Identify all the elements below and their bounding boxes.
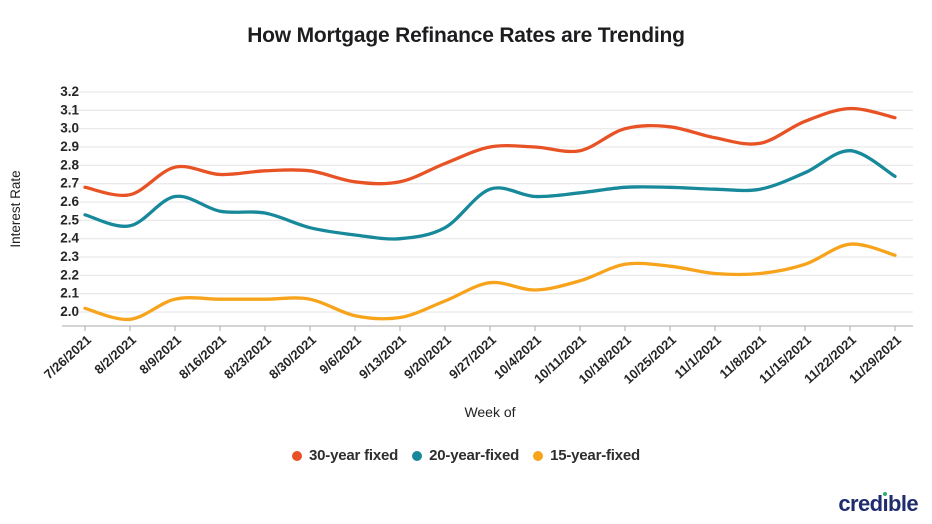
legend-label-30-year-fixed: 30-year fixed [308, 447, 399, 464]
y-tick-label: 2.8 [60, 157, 79, 172]
legend-label-15-year-fixed: 15-year-fixed [550, 447, 641, 464]
y-tick-label: 2.4 [60, 231, 79, 246]
legend-item-15-year-fixed: 15-year-fixed [533, 447, 640, 464]
y-gridlines [62, 91, 913, 313]
x-tick-label: 8/16/2021 [176, 332, 229, 382]
y-axis-title: Interest Rate [8, 170, 23, 247]
y-tick-label: 2.5 [60, 212, 79, 227]
y-tick-label: 3.1 [60, 102, 79, 117]
y-tick-label: 2.3 [60, 249, 79, 264]
y-tick-label: 2.9 [60, 139, 79, 154]
chart-legend: 30-year fixed 20-year-fixed 15-year-fixe… [0, 447, 932, 464]
logo-text-pre: cred [838, 491, 883, 516]
y-tick-label: 3.2 [60, 84, 79, 99]
y-tick-labels: 3.2 3.1 3.0 2.9 2.8 2.7 2.6 2.5 2.4 2.3 2.2 2.1 2.0 [60, 84, 79, 319]
logo-letter-i: ı [882, 491, 888, 516]
y-tick-label: 2.2 [60, 267, 79, 282]
credible-logo: cred ıble [838, 491, 918, 517]
x-axis-title: Week of [464, 404, 516, 420]
x-tick-label: 9/27/2021 [446, 332, 499, 382]
legend-label-20-year-fixed: 20-year-fixed [429, 447, 520, 464]
y-tick-label: 2.1 [60, 286, 79, 301]
series-lines [83, 106, 897, 322]
y-tick-label: 2.0 [60, 304, 79, 319]
rates-line-chart: 3.23.13.02.92.82.72.62.52.42.32.22.12.0 … [8, 84, 913, 387]
logo-text-post: ble [888, 491, 919, 516]
x-tick-label: 8/30/2021 [266, 332, 319, 382]
x-tick-label: 9/20/2021 [401, 332, 454, 382]
y-tick-label: 3.0 [60, 121, 79, 136]
series-line-20-year-fixed [83, 149, 897, 241]
legend-dot-30-year-fixed-icon [291, 450, 302, 461]
x-tick-label: 7/26/2021 [41, 332, 94, 382]
x-tick-label: 8/23/2021 [221, 332, 274, 382]
series-line-15-year-fixed [83, 242, 897, 322]
legend-dot-15-year-fixed-icon [533, 450, 544, 461]
x-axis [62, 325, 913, 331]
logo-i-dot-icon [883, 492, 888, 496]
y-tick-label: 2.7 [60, 176, 79, 191]
x-tick-label: 9/13/2021 [356, 332, 409, 382]
x-tick-label: 11/1/2021 [672, 332, 724, 381]
chart-title: How Mortgage Refinance Rates are Trendin… [247, 24, 685, 47]
legend-item-20-year-fixed: 20-year-fixed [412, 447, 519, 464]
series-line-30-year-fixed [83, 106, 897, 198]
legend-dot-20-year-fixed-icon [412, 450, 423, 461]
y-tick-label: 2.6 [60, 194, 79, 209]
x-tick-labels: 7/26/20218/2/20218/9/20218/16/20218/23/2… [41, 332, 904, 387]
x-tick-label: 8/2/2021 [91, 332, 139, 377]
legend-item-30-year-fixed: 30-year fixed [291, 447, 399, 464]
